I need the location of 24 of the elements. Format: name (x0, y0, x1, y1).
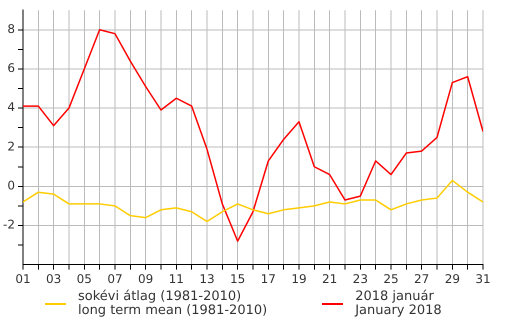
x-tick-label: 27 (414, 272, 430, 286)
legend-label: 2018 január January 2018 (355, 289, 442, 318)
x-tick-label: 05 (76, 272, 92, 286)
legend-label: sokévi átlag (1981-2010) long term mean (1981-2010) (78, 289, 268, 318)
x-tick-label: 13 (199, 272, 215, 286)
x-tick-label: 11 (168, 272, 184, 286)
x-tick-label: 09 (138, 272, 154, 286)
x-tick-label: 19 (291, 272, 307, 286)
y-tick-label: 2 (7, 139, 15, 154)
y-tick-label: 8 (7, 22, 15, 36)
x-tick-label: 15 (230, 272, 246, 286)
y-tick-label: -2 (2, 218, 15, 232)
x-tick-label: 23 (352, 272, 368, 286)
x-tick-label: 25 (383, 272, 399, 286)
x-tick-label: 03 (46, 272, 62, 286)
x-tick-label: 01 (15, 272, 31, 286)
x-tick-label: 29 (444, 272, 460, 286)
y-tick-label: 4 (7, 100, 15, 114)
y-tick-label: 0 (7, 178, 15, 192)
x-tick-label: 17 (260, 272, 276, 286)
y-tick-label: 6 (7, 61, 15, 76)
x-tick-label: 07 (107, 272, 123, 286)
x-tick-label: 31 (475, 272, 491, 286)
x-tick-label: 21 (322, 272, 338, 286)
